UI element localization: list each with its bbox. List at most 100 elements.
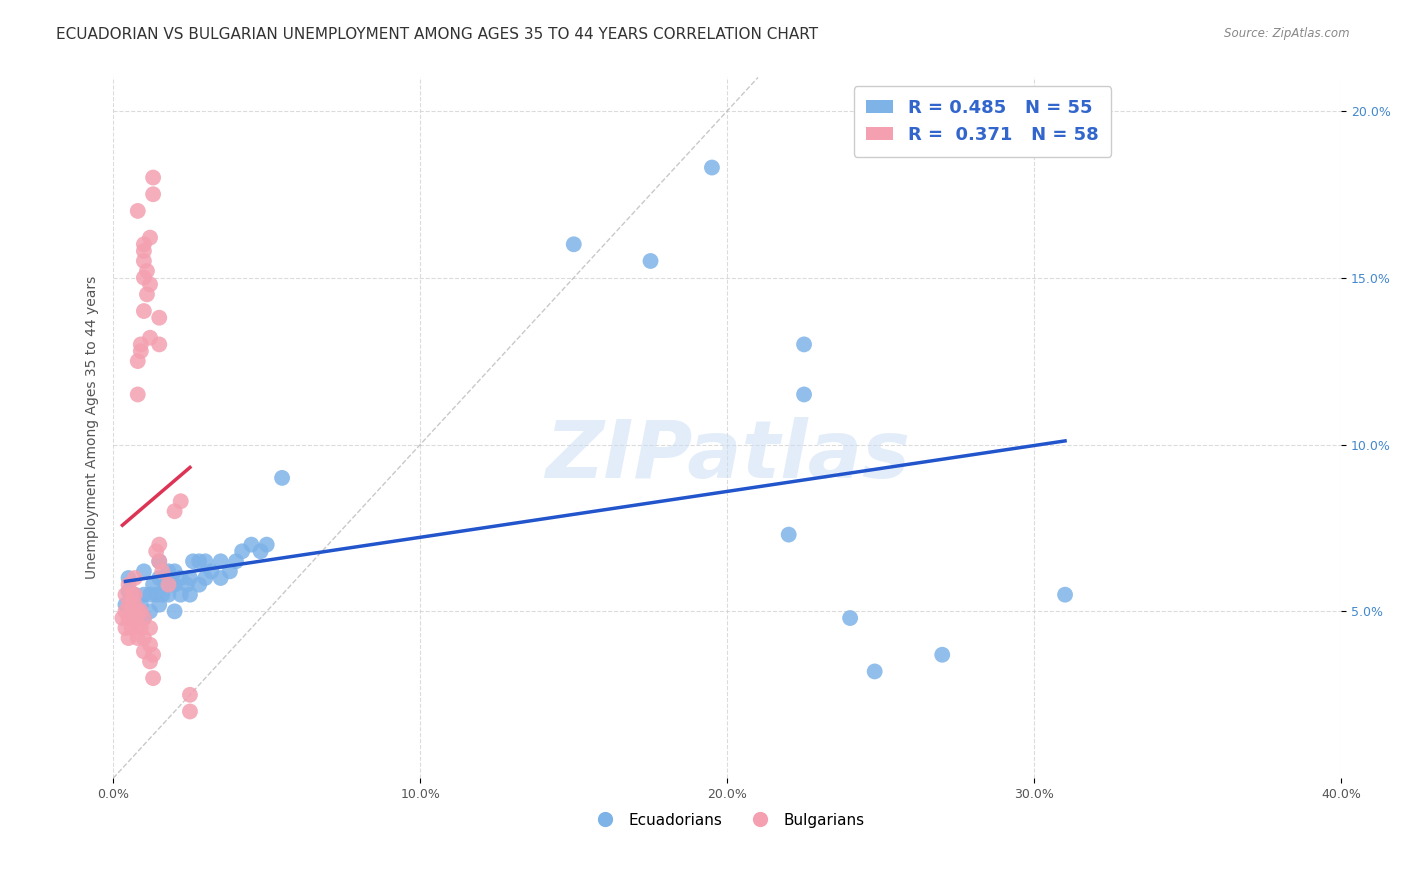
- Point: [139, 277, 162, 292]
- Point: [160, 577, 183, 591]
- Point: [148, 310, 170, 325]
- Point: [114, 588, 136, 602]
- Point: [179, 688, 201, 702]
- Point: [121, 611, 143, 625]
- Point: [121, 604, 143, 618]
- Point: [700, 161, 723, 175]
- Point: [188, 554, 211, 568]
- Point: [139, 588, 162, 602]
- Point: [142, 648, 165, 662]
- Point: [129, 621, 152, 635]
- Point: [124, 571, 146, 585]
- Point: [129, 344, 152, 359]
- Point: [121, 621, 143, 635]
- Point: [127, 354, 149, 368]
- Point: [793, 387, 815, 401]
- Point: [148, 554, 170, 568]
- Text: ZIPatlas: ZIPatlas: [544, 417, 910, 495]
- Point: [127, 604, 149, 618]
- Point: [132, 588, 155, 602]
- Point: [139, 230, 162, 244]
- Point: [163, 577, 186, 591]
- Point: [148, 337, 170, 351]
- Point: [209, 571, 232, 585]
- Point: [179, 588, 201, 602]
- Text: ECUADORIAN VS BULGARIAN UNEMPLOYMENT AMONG AGES 35 TO 44 YEARS CORRELATION CHART: ECUADORIAN VS BULGARIAN UNEMPLOYMENT AMO…: [56, 27, 818, 42]
- Point: [863, 665, 886, 679]
- Point: [163, 604, 186, 618]
- Point: [129, 598, 152, 612]
- Point: [114, 621, 136, 635]
- Point: [271, 471, 294, 485]
- Point: [127, 617, 149, 632]
- Point: [132, 304, 155, 318]
- Point: [127, 604, 149, 618]
- Point: [225, 554, 247, 568]
- Point: [114, 598, 136, 612]
- Point: [121, 588, 143, 602]
- Point: [157, 564, 180, 578]
- Point: [127, 203, 149, 218]
- Y-axis label: Unemployment Among Ages 35 to 44 years: Unemployment Among Ages 35 to 44 years: [86, 277, 100, 580]
- Point: [778, 527, 800, 541]
- Point: [124, 598, 146, 612]
- Point: [142, 187, 165, 202]
- Point: [132, 611, 155, 625]
- Point: [150, 588, 173, 602]
- Point: [117, 571, 139, 585]
- Point: [132, 611, 155, 625]
- Point: [121, 604, 143, 618]
- Point: [170, 571, 193, 585]
- Point: [163, 504, 186, 518]
- Point: [136, 287, 159, 301]
- Point: [148, 598, 170, 612]
- Point: [179, 571, 201, 585]
- Point: [188, 577, 211, 591]
- Point: [132, 270, 155, 285]
- Point: [839, 611, 862, 625]
- Point: [139, 655, 162, 669]
- Point: [132, 244, 155, 258]
- Point: [117, 631, 139, 645]
- Point: [117, 598, 139, 612]
- Text: Source: ZipAtlas.com: Source: ZipAtlas.com: [1225, 27, 1350, 40]
- Point: [142, 577, 165, 591]
- Point: [148, 554, 170, 568]
- Point: [127, 387, 149, 401]
- Point: [124, 588, 146, 602]
- Point: [240, 538, 263, 552]
- Point: [194, 571, 217, 585]
- Point: [148, 538, 170, 552]
- Point: [170, 588, 193, 602]
- Point: [129, 337, 152, 351]
- Point: [200, 564, 222, 578]
- Point: [931, 648, 953, 662]
- Point: [132, 631, 155, 645]
- Point: [124, 611, 146, 625]
- Point: [1054, 588, 1077, 602]
- Point: [170, 494, 193, 508]
- Point: [139, 604, 162, 618]
- Point: [124, 588, 146, 602]
- Point: [129, 604, 152, 618]
- Point: [139, 331, 162, 345]
- Point: [139, 638, 162, 652]
- Point: [117, 577, 139, 591]
- Point: [249, 544, 271, 558]
- Point: [209, 554, 232, 568]
- Point: [562, 237, 585, 252]
- Point: [256, 538, 278, 552]
- Point: [231, 544, 253, 558]
- Point: [145, 588, 167, 602]
- Point: [132, 564, 155, 578]
- Point: [117, 611, 139, 625]
- Point: [114, 604, 136, 618]
- Point: [132, 644, 155, 658]
- Point: [136, 264, 159, 278]
- Point: [117, 584, 139, 599]
- Point: [155, 577, 177, 591]
- Point: [142, 170, 165, 185]
- Point: [111, 611, 134, 625]
- Point: [127, 631, 149, 645]
- Point: [132, 237, 155, 252]
